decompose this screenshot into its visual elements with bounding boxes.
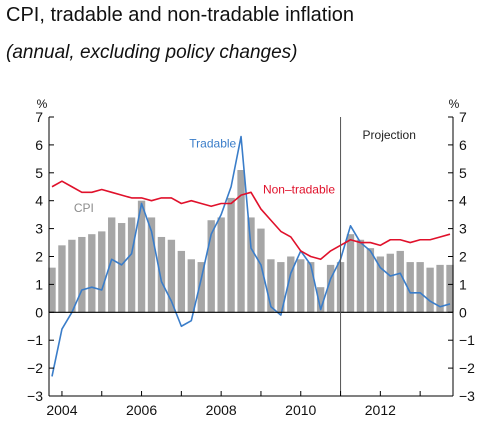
- x-tick-label: 2010: [285, 402, 316, 418]
- cpi-label: CPI: [74, 201, 94, 215]
- y-tick-label-right: 5: [459, 165, 467, 181]
- cpi-bar: [416, 262, 424, 313]
- cpi-bar: [108, 217, 116, 313]
- chart-axes: [48, 116, 454, 397]
- cpi-bar: [356, 239, 365, 313]
- cpi-bar: [237, 170, 245, 313]
- cpi-bar: [207, 220, 215, 313]
- cpi-bar: [297, 259, 305, 313]
- cpi-bar: [396, 250, 404, 313]
- cpi-bar: [376, 256, 385, 313]
- y-tick-label-right: −1: [459, 332, 475, 348]
- cpi-bar: [287, 256, 295, 313]
- chart-labels: −3 −3 −2 −2 −1 −1 0 0 1 1 2 2 3 3 4 4 5 5 6 6 7 7% % 2004 2006 20…: [27, 97, 475, 418]
- cpi-bar: [217, 217, 225, 313]
- x-tick-label: 2008: [206, 402, 237, 418]
- x-tick-label: 2012: [365, 402, 396, 418]
- y-tick-label-left: −2: [27, 360, 43, 376]
- y-tick-label-left: 3: [35, 221, 43, 237]
- cpi-bar: [68, 239, 76, 313]
- cpi-bar: [117, 223, 126, 313]
- y-tick-label-left: −3: [27, 388, 43, 404]
- cpi-bar: [197, 262, 205, 313]
- cpi-bar: [426, 267, 434, 313]
- chart-subtitle: (annual, excluding policy changes): [6, 42, 298, 63]
- cpi-bar: [58, 245, 66, 313]
- y-tick-label-right: −2: [459, 360, 475, 376]
- y-unit-right: %: [449, 97, 460, 111]
- cpi-bars: [48, 170, 454, 313]
- cpi-bar: [316, 287, 325, 313]
- y-tick-label-right: 0: [459, 304, 467, 320]
- y-tick-label-right: 3: [459, 221, 467, 237]
- y-tick-label-right: 1: [459, 276, 467, 292]
- cpi-bar: [326, 264, 335, 313]
- series-lines: [51, 135, 451, 377]
- cpi-bar: [406, 262, 414, 313]
- chart-title: CPI, tradable and non-tradable inflation: [6, 4, 355, 26]
- cpi-bar: [277, 262, 285, 313]
- cpi-bar: [446, 264, 454, 313]
- cpi-bar: [147, 217, 156, 313]
- x-tick-label: 2004: [46, 402, 77, 418]
- cpi-bar: [127, 217, 136, 313]
- y-tick-label-right: −3: [459, 388, 475, 404]
- cpi-bar: [267, 259, 275, 313]
- y-tick-label-right: 7: [459, 109, 467, 125]
- x-tick-label: 2006: [126, 402, 157, 418]
- cpi-bar: [78, 236, 86, 313]
- projection-label: Projection: [363, 128, 416, 142]
- cpi-bar: [257, 228, 265, 313]
- y-tick-label-left: 0: [35, 304, 43, 320]
- y-tick-label-right: 6: [459, 137, 467, 153]
- y-tick-label-left: 4: [35, 193, 43, 209]
- cpi-bar: [386, 253, 394, 313]
- cpi-bar: [307, 262, 315, 313]
- cpi-bar: [167, 239, 176, 313]
- cpi-bar: [98, 231, 106, 313]
- y-tick-label-left: −1: [27, 332, 43, 348]
- y-tick-label-right: 2: [459, 249, 467, 265]
- cpi-bar: [227, 197, 235, 313]
- cpi-bar: [436, 264, 444, 313]
- y-tick-label-right: 4: [459, 193, 467, 209]
- cpi-bar: [48, 267, 56, 313]
- non-tradable-label: Non–tradable: [263, 183, 335, 197]
- cpi-bar: [137, 200, 146, 313]
- cpi-bar: [88, 234, 96, 313]
- cpi-bar: [346, 234, 355, 313]
- y-tick-label-left: 1: [35, 276, 43, 292]
- y-tick-label-left: 5: [35, 165, 43, 181]
- cpi-bar: [187, 259, 195, 313]
- tradable-line: [51, 135, 451, 377]
- cpi-bar: [247, 217, 255, 313]
- y-tick-label-left: 7: [35, 109, 43, 125]
- cpi-bar: [366, 248, 375, 313]
- cpi-bar: [157, 236, 166, 313]
- y-tick-label-left: 6: [35, 137, 43, 153]
- y-unit-left: %: [37, 97, 48, 111]
- non-tradable-line: [51, 180, 451, 261]
- y-tick-label-left: 2: [35, 249, 43, 265]
- cpi-bar: [177, 250, 186, 313]
- tradable-label: Tradable: [189, 137, 236, 151]
